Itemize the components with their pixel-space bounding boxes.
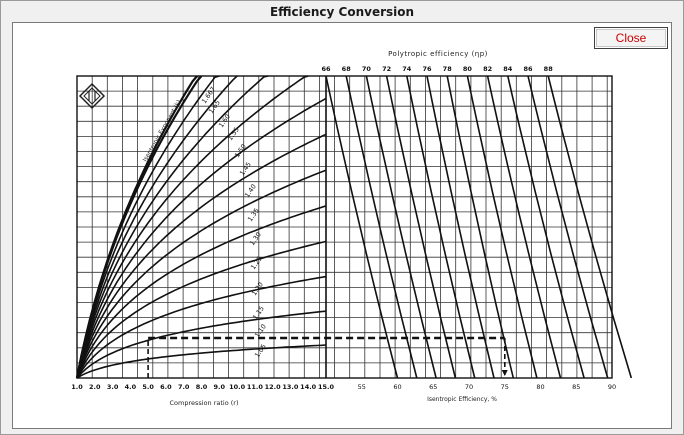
close-button[interactable]: Close: [594, 27, 668, 49]
window-title: Efficiency Conversion: [269, 5, 415, 19]
title-bar: Efficiency Conversion: [1, 1, 683, 21]
chart-panel: [12, 22, 672, 429]
